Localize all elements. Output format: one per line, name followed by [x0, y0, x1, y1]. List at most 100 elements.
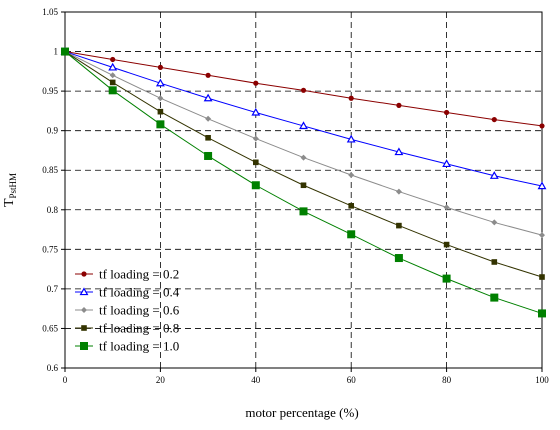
y-tick-label: 0.75 [42, 244, 58, 254]
series-2 [60, 46, 547, 190]
svg-text:TPstHM: TPstHM [2, 173, 18, 207]
data-point [442, 274, 451, 283]
y-tick-label: 0.65 [42, 323, 58, 333]
data-point [157, 108, 164, 115]
legend-item: tf loading = 1.0 [75, 339, 179, 354]
legend-item: tf loading = 0.8 [75, 321, 179, 336]
data-point [61, 47, 69, 56]
data-point [299, 207, 308, 216]
data-point [348, 203, 354, 209]
data-point [108, 62, 118, 71]
data-point [348, 171, 355, 178]
data-point [537, 181, 547, 190]
data-point [155, 78, 165, 87]
y-tick-label: 1 [54, 47, 59, 57]
series-4 [62, 48, 545, 280]
data-point [109, 79, 116, 86]
legend-marker [81, 325, 87, 331]
y-tick-label: 0.95 [42, 86, 58, 96]
x-tick-label: 0 [63, 375, 68, 385]
legend-label: tf loading = 0.2 [99, 267, 179, 282]
data-point [491, 116, 497, 123]
data-point [251, 181, 260, 190]
legend-marker [79, 287, 89, 296]
data-point [443, 241, 450, 248]
data-point [395, 188, 402, 195]
y-tick-label: 0.7 [47, 284, 59, 294]
y-tick-label: 0.9 [47, 126, 59, 136]
series-layer [60, 46, 547, 318]
legend-label: tf loading = 0.8 [99, 321, 179, 336]
data-point [205, 115, 212, 122]
data-point [205, 134, 211, 141]
series-line [64, 51, 543, 278]
data-point [108, 86, 117, 95]
data-point [252, 135, 259, 142]
legend-marker [81, 307, 87, 313]
x-tick-label: 40 [251, 375, 261, 385]
legend-label: tf loading = 1.0 [99, 339, 179, 354]
data-point [300, 154, 307, 161]
legend-item: tf loading = 0.2 [75, 267, 179, 282]
data-point [300, 87, 307, 93]
data-point [394, 254, 403, 263]
x-tick-label: 20 [156, 375, 166, 385]
axis-tick-marks [61, 11, 543, 372]
data-point [156, 120, 165, 129]
data-point [396, 102, 402, 108]
plot-area-frame [64, 11, 543, 369]
data-point [443, 204, 450, 211]
data-point [157, 64, 163, 70]
data-point [538, 309, 546, 318]
data-point [490, 293, 499, 302]
y-tick-labels: 0.6 0.65 0.7 0.75 0.8 0.85 0.9 0.95 1 1.05 [42, 7, 58, 373]
data-point [539, 123, 545, 129]
y-axis-title-subscript: PstHM [8, 173, 18, 199]
y-tick-label: 1.05 [42, 7, 58, 17]
legend-marker [81, 271, 87, 277]
y-tick-label: 0.6 [47, 363, 59, 373]
y-tick-label: 0.8 [47, 205, 59, 215]
data-point [396, 222, 402, 229]
data-point [348, 95, 354, 101]
data-point [157, 95, 164, 102]
x-tick-label: 60 [347, 375, 357, 385]
legend-label: tf loading = 0.4 [99, 285, 180, 300]
series-1 [62, 48, 545, 129]
data-point [539, 232, 545, 239]
data-point [253, 159, 259, 166]
data-point [251, 107, 261, 116]
x-tick-label: 100 [535, 375, 549, 385]
data-point [347, 230, 356, 239]
series-line [64, 51, 543, 187]
data-point [444, 109, 450, 116]
data-point [539, 274, 545, 280]
series-5 [61, 47, 546, 318]
legend-label: tf loading = 0.6 [99, 303, 180, 318]
data-point [346, 134, 356, 143]
data-point [442, 159, 452, 168]
data-point [300, 182, 307, 189]
x-tick-labels: 0 20 40 60 80 100 [63, 375, 550, 385]
y-tick-label: 0.85 [42, 165, 58, 175]
data-point [205, 72, 211, 78]
data-point [203, 93, 213, 102]
data-point [204, 151, 213, 160]
data-point [110, 56, 116, 63]
data-point [491, 259, 498, 265]
y-axis-title-main: T [2, 198, 17, 207]
y-axis-title: TPstHM [2, 173, 18, 207]
data-point [491, 219, 498, 226]
data-point [489, 171, 499, 179]
x-axis-title: motor percentage (%) [245, 405, 358, 420]
legend: tf loading = 0.2 tf loading = 0.4 tf loadi… [75, 267, 180, 354]
data-point [394, 147, 404, 156]
legend-item: tf loading = 0.6 [75, 303, 180, 318]
data-point [253, 80, 259, 86]
legend-marker [80, 342, 88, 350]
data-point [299, 121, 308, 130]
legend-item: tf loading = 0.4 [75, 285, 180, 300]
x-tick-label: 80 [442, 375, 452, 385]
data-point [109, 72, 116, 79]
